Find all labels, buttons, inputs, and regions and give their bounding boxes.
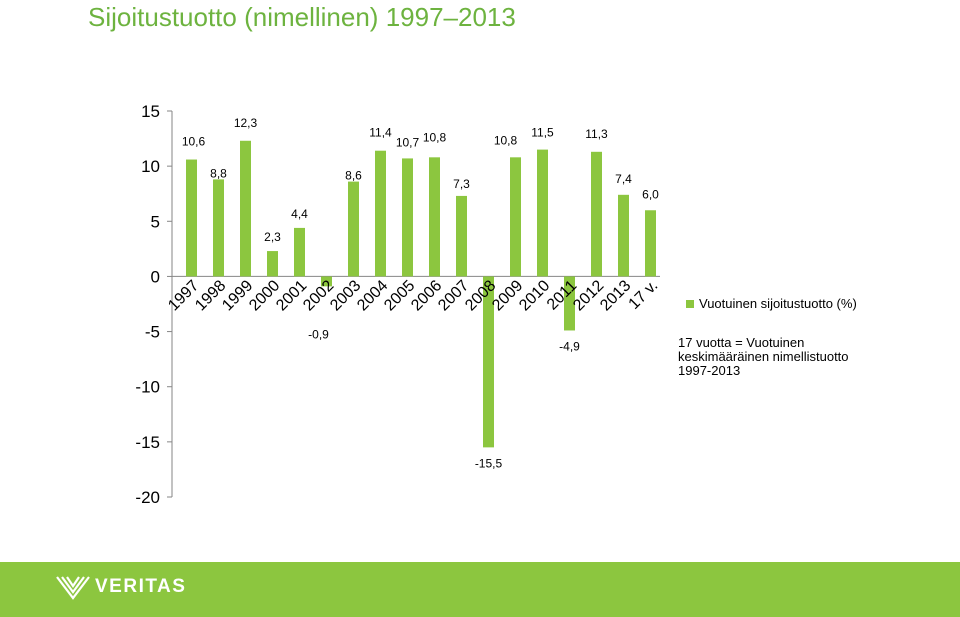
bar-chart: 15 10 5 0 -5 -10 -15 -20 10,6 8,8 12,3 2,3 4,4 -0,9 8… xyxy=(135,102,661,507)
x-tick-label: 2000 xyxy=(246,277,283,314)
x-tick-label: 2001 xyxy=(273,277,310,314)
bar xyxy=(537,149,548,277)
bar xyxy=(294,227,305,277)
bar xyxy=(510,157,521,277)
y-tick-label: -15 xyxy=(135,433,160,452)
bar xyxy=(645,210,656,277)
bar xyxy=(375,150,386,277)
x-tick-label: 2013 xyxy=(597,277,634,314)
bar xyxy=(267,251,278,277)
legend-label: Vuotuinen sijoitustuotto (%) xyxy=(699,296,857,311)
y-tick-label: -5 xyxy=(145,323,160,342)
bar xyxy=(321,276,332,287)
bar xyxy=(186,159,197,277)
x-tick-label: 2010 xyxy=(516,277,553,314)
data-label: 10,8 xyxy=(423,130,447,144)
data-label: 10,8 xyxy=(494,133,518,147)
data-label: 10,6 xyxy=(182,135,206,149)
x-tick-label: 2009 xyxy=(489,277,526,314)
footer-bar: VERITAS xyxy=(0,562,960,617)
y-tick-label: 10 xyxy=(141,157,160,176)
bar xyxy=(402,158,413,277)
y-tick-label: 5 xyxy=(151,212,160,231)
veritas-v-icon xyxy=(56,576,90,600)
x-tick-label: 2012 xyxy=(570,277,607,314)
x-tick-label: 17 v. xyxy=(626,277,662,313)
bar xyxy=(348,181,359,277)
data-label: 4,4 xyxy=(291,207,308,221)
bar xyxy=(483,276,494,448)
data-label: -4,9 xyxy=(559,339,580,353)
data-label: 11,4 xyxy=(369,126,392,140)
data-label: 7,3 xyxy=(453,177,470,191)
x-tick-label: 2004 xyxy=(354,277,391,314)
bar xyxy=(618,194,629,277)
data-labels: 10,68,812,32,34,4-0,98,611,410,7 10,87,3-… xyxy=(182,116,659,471)
x-tick-label: 1998 xyxy=(192,277,229,314)
bar xyxy=(240,140,251,277)
data-label: 10,7 xyxy=(396,135,420,149)
bar xyxy=(564,276,575,331)
bar xyxy=(213,179,224,277)
x-tick-label: 2007 xyxy=(435,277,472,314)
x-tick-label: 1997 xyxy=(165,277,202,314)
data-label: 2,3 xyxy=(264,230,281,244)
y-axis: 15 10 5 0 -5 -10 -15 -20 xyxy=(135,102,660,507)
data-label: 6,0 xyxy=(642,187,659,201)
footer-brand: VERITAS xyxy=(95,576,187,597)
x-tick-label: 2003 xyxy=(327,277,364,314)
x-tick-labels: 1997199819992000200120022003200420052006… xyxy=(165,277,661,314)
bar xyxy=(429,157,440,277)
data-label: 8,8 xyxy=(210,166,227,180)
data-label: -0,9 xyxy=(308,327,329,341)
data-label: 12,3 xyxy=(234,116,258,130)
data-label: -15,5 xyxy=(475,456,503,470)
bar xyxy=(456,195,467,277)
average-note: 17 vuotta = Vuotuinen keskimääräinen nim… xyxy=(678,335,849,378)
data-label: 8,6 xyxy=(345,169,362,183)
bar xyxy=(591,151,602,277)
data-label: 11,3 xyxy=(585,127,608,141)
x-tick-label: 1999 xyxy=(219,277,256,314)
legend-swatch xyxy=(686,299,694,308)
legend: Vuotuinen sijoitustuotto (%) xyxy=(686,296,857,311)
bars xyxy=(186,140,656,448)
x-tick-label: 2006 xyxy=(408,277,445,314)
data-label: 11,5 xyxy=(531,126,554,140)
x-tick-label: 2005 xyxy=(381,277,418,314)
page-title: Sijoitustuotto (nimellinen) 1997–2013 xyxy=(88,2,516,32)
y-tick-label: -20 xyxy=(135,488,160,507)
veritas-logo: VERITAS xyxy=(56,574,186,600)
y-tick-label: 0 xyxy=(151,267,160,286)
y-tick-label: 15 xyxy=(141,102,160,121)
data-label: 7,4 xyxy=(615,172,632,186)
y-tick-label: -10 xyxy=(135,378,160,397)
